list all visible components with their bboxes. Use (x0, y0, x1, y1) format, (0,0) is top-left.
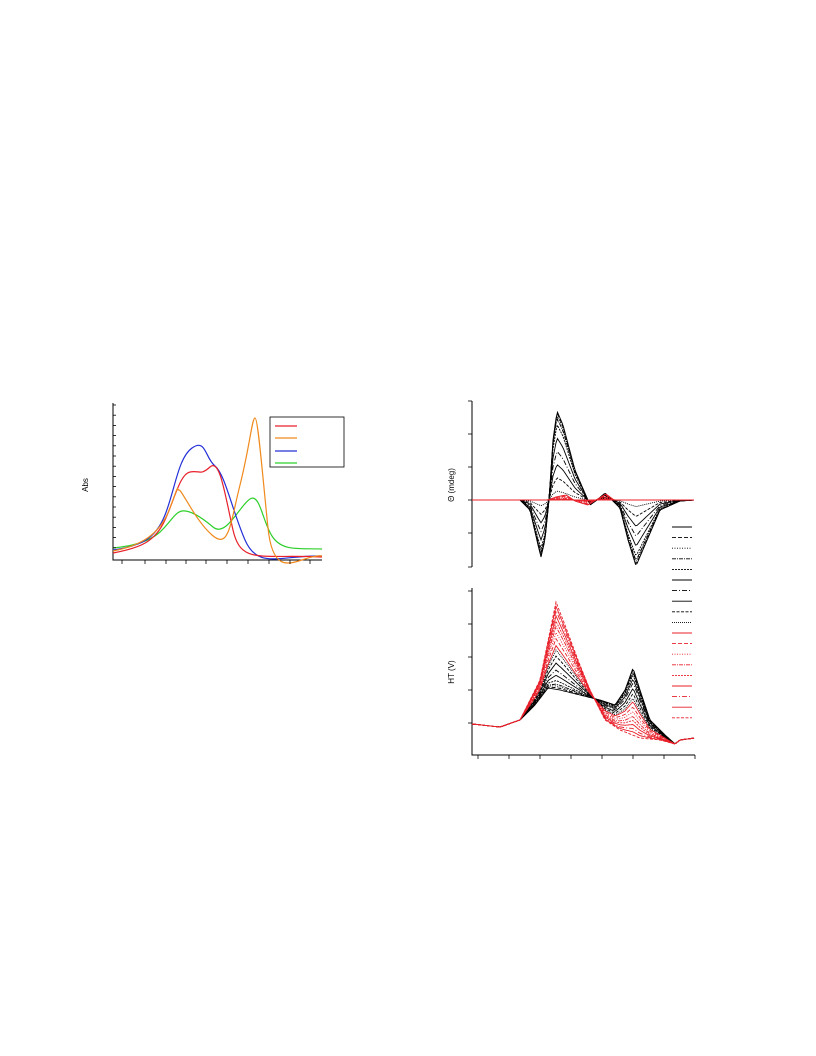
curve (472, 415, 695, 562)
curve (471, 637, 695, 745)
curve (472, 464, 695, 527)
panel-c: HT (V) (447, 588, 695, 756)
axes (112, 403, 322, 561)
curve (472, 417, 695, 560)
curve (471, 600, 695, 745)
axes (471, 588, 695, 756)
curve (472, 450, 695, 536)
curve (112, 417, 323, 564)
y-axis-label: HT (V) (447, 660, 456, 684)
legend-box (269, 416, 345, 468)
curve (112, 465, 323, 558)
panel-b: Θ (mdeg) (447, 401, 473, 567)
curve (112, 444, 323, 560)
panel-a: Abs (81, 403, 345, 564)
curve (472, 437, 695, 546)
curve (471, 649, 695, 745)
curve (112, 497, 323, 550)
y-axis-label: Abs (81, 478, 90, 492)
y-axis-label: Θ (mdeg) (447, 468, 456, 502)
